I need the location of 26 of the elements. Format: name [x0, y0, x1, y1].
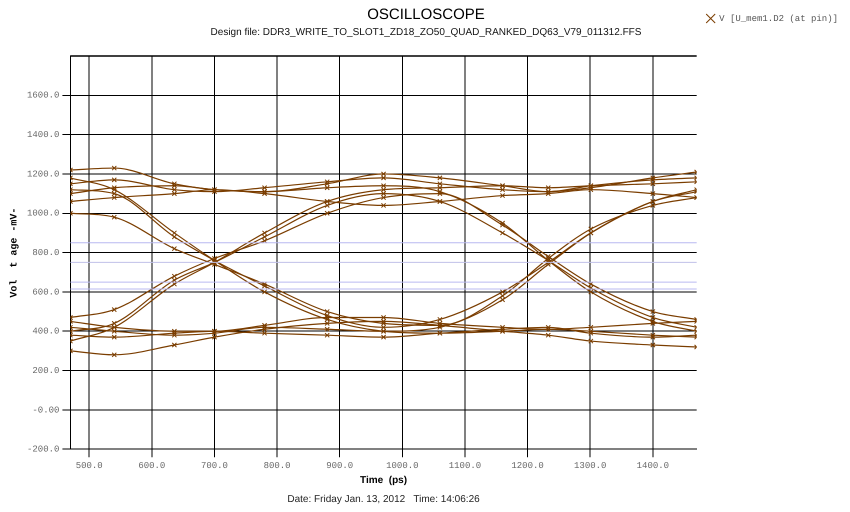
- y-tick-label: 1200.0: [27, 169, 60, 180]
- x-tick-label: 500.0: [76, 460, 103, 471]
- y-tick-label: 1000.0: [27, 208, 60, 219]
- text: Date: Friday Jan. 13, 2012 Time: 14:06:26: [287, 494, 480, 505]
- x-tick-label: 1200.0: [511, 460, 544, 471]
- x-axis-title: Time (ps): [360, 474, 408, 486]
- y-axis-title: Vol t age -mV-: [8, 208, 21, 298]
- y-tick-label: 600.0: [32, 287, 60, 298]
- x-tick-label: 900.0: [326, 460, 354, 471]
- y-tick-label: 200.0: [32, 366, 60, 376]
- x-tick-label: 600.0: [138, 460, 166, 471]
- chart-title: OSCILLOSCOPE: [367, 6, 485, 24]
- x-tick-label: 1400.0: [636, 460, 670, 471]
- y-tick-label: -0.00: [32, 405, 60, 416]
- x-tick-label: 1000.0: [386, 460, 419, 471]
- y-tick-label: 800.0: [32, 248, 60, 258]
- y-tick-label: 1400.0: [27, 130, 60, 140]
- x-tick-label: 1300.0: [574, 460, 606, 471]
- x-tick-label: 1100.0: [448, 460, 482, 471]
- chart-subtitle: Design file: DDR3_WRITE_TO_SLOT1_ZD18_ZO50_QUAD_RANKED_DQ63_V79_011312.FFS: [210, 26, 642, 38]
- y-tick-label: 400.0: [32, 326, 60, 337]
- legend-label: V [U_mem1.D2 (at pin)]: [719, 14, 838, 24]
- x-tick-label: 800.0: [264, 460, 291, 471]
- y-tick-label: -200.0: [27, 444, 60, 455]
- x-tick-label: 700.0: [200, 460, 228, 471]
- y-tick-label: 1600.0: [27, 90, 60, 101]
